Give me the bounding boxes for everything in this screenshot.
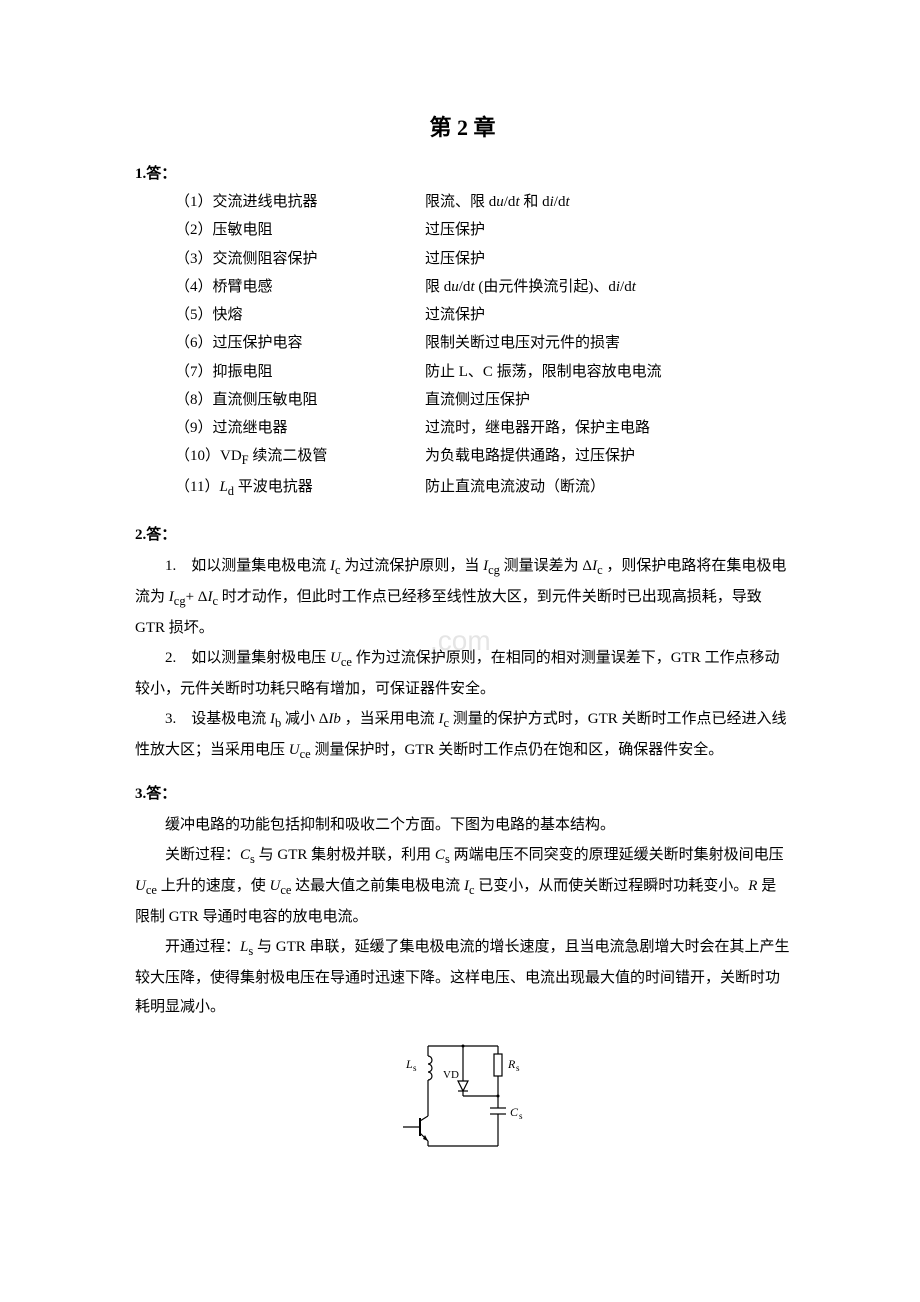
svg-text:s: s bbox=[519, 1111, 523, 1121]
svg-text:VD: VD bbox=[443, 1069, 459, 1081]
paragraph: 关断过程：Cs 与 GTR 集射极并联，利用 Cs 两端电压不同突变的原理延缓关… bbox=[135, 841, 790, 931]
paragraph: 2. 如以测量集射极电压 Uce 作为过流保护原则，在相同的相对测量误差下，GT… bbox=[135, 644, 790, 703]
table-row: （7）抑振电阻防止 L、C 振荡，限制电容放电电流 bbox=[175, 361, 790, 384]
row-right: 限制关断过电压对元件的损害 bbox=[425, 332, 790, 355]
table-row: （11）Ld 平波电抗器防止直流电流波动（断流） bbox=[175, 476, 790, 501]
row-right: 防止直流电流波动（断流） bbox=[425, 476, 790, 501]
svg-text:s: s bbox=[516, 1063, 520, 1073]
row-left: （8）直流侧压敏电阻 bbox=[175, 389, 425, 412]
svg-text:s: s bbox=[413, 1063, 417, 1073]
table-row: （3）交流侧阻容保护过压保护 bbox=[175, 248, 790, 271]
table-row: （1）交流进线电抗器限流、限 du/dt 和 di/dt bbox=[175, 191, 790, 214]
row-left: （5）快熔 bbox=[175, 304, 425, 327]
circuit-diagram: L s R s VD C s bbox=[135, 1036, 790, 1166]
answer2-content: 1. 如以测量集电极电流 Ic 为过流保护原则，当 Icg 测量误差为 ΔIc … bbox=[135, 552, 790, 767]
row-right: 过压保护 bbox=[425, 248, 790, 271]
svg-text:C: C bbox=[510, 1105, 519, 1119]
row-left: （10）VDF 续流二极管 bbox=[175, 445, 425, 470]
table-row: （10）VDF 续流二极管为负载电路提供通路，过压保护 bbox=[175, 445, 790, 470]
paragraph: 3. 设基极电流 Ib 减小 ΔIb ，当采用电流 Ic 测量的保护方式时，GT… bbox=[135, 705, 790, 767]
row-left: （3）交流侧阻容保护 bbox=[175, 248, 425, 271]
row-left: （11）Ld 平波电抗器 bbox=[175, 476, 425, 501]
row-left: （9）过流继电器 bbox=[175, 417, 425, 440]
table-row: （4）桥臂电感限 du/dt (由元件换流引起)、di/dt bbox=[175, 276, 790, 299]
row-right: 防止 L、C 振荡，限制电容放电电流 bbox=[425, 361, 790, 384]
paragraph: 缓冲电路的功能包括抑制和吸收二个方面。下图为电路的基本结构。 bbox=[135, 811, 790, 840]
row-right: 直流侧过压保护 bbox=[425, 389, 790, 412]
paragraph: 开通过程：Ls 与 GTR 串联，延缓了集电极电流的增长速度，且当电流急剧增大时… bbox=[135, 933, 790, 1021]
circuit-svg: L s R s VD C s bbox=[388, 1036, 538, 1166]
answer1-label: 1.答： bbox=[135, 162, 790, 183]
answer3-label: 3.答： bbox=[135, 782, 790, 803]
row-right: 过流时，继电器开路，保护主电路 bbox=[425, 417, 790, 440]
row-left: （2）压敏电阻 bbox=[175, 219, 425, 242]
answer1-table: （1）交流进线电抗器限流、限 du/dt 和 di/dt（2）压敏电阻过压保护（… bbox=[135, 191, 790, 501]
chapter-title: 第 2 章 bbox=[135, 110, 790, 142]
svg-text:L: L bbox=[405, 1057, 413, 1071]
table-row: （8）直流侧压敏电阻直流侧过压保护 bbox=[175, 389, 790, 412]
table-row: （9）过流继电器过流时，继电器开路，保护主电路 bbox=[175, 417, 790, 440]
row-left: （1）交流进线电抗器 bbox=[175, 191, 425, 214]
paragraph: 1. 如以测量集电极电流 Ic 为过流保护原则，当 Icg 测量误差为 ΔIc … bbox=[135, 552, 790, 642]
svg-text:R: R bbox=[507, 1057, 516, 1071]
table-row: （2）压敏电阻过压保护 bbox=[175, 219, 790, 242]
table-row: （5）快熔过流保护 bbox=[175, 304, 790, 327]
row-right: 过压保护 bbox=[425, 219, 790, 242]
answer3-content: 缓冲电路的功能包括抑制和吸收二个方面。下图为电路的基本结构。关断过程：Cs 与 … bbox=[135, 811, 790, 1021]
table-row: （6）过压保护电容限制关断过电压对元件的损害 bbox=[175, 332, 790, 355]
row-right: 限 du/dt (由元件换流引起)、di/dt bbox=[425, 276, 790, 299]
row-left: （7）抑振电阻 bbox=[175, 361, 425, 384]
row-right: 限流、限 du/dt 和 di/dt bbox=[425, 191, 790, 214]
row-left: （4）桥臂电感 bbox=[175, 276, 425, 299]
row-left: （6）过压保护电容 bbox=[175, 332, 425, 355]
row-right: 为负载电路提供通路，过压保护 bbox=[425, 445, 790, 470]
answer2-label: 2.答： bbox=[135, 523, 790, 544]
row-right: 过流保护 bbox=[425, 304, 790, 327]
